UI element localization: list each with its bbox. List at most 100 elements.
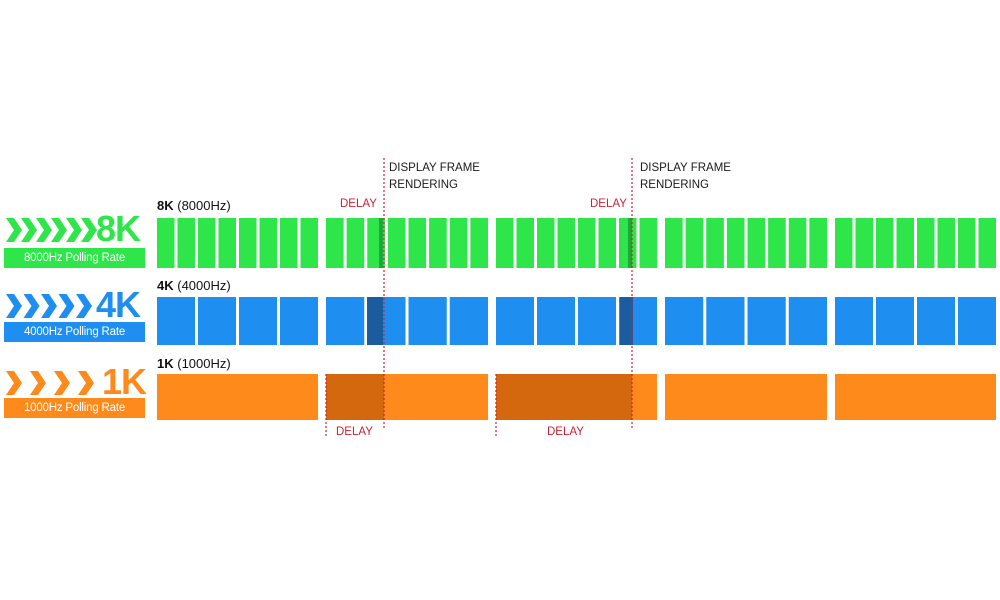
row-label-4k: 4K (4000Hz) [157, 278, 231, 293]
polling-cell-4k [157, 297, 195, 345]
row-label-4k-rest: (4000Hz) [173, 278, 231, 293]
polling-cell-8k [619, 218, 637, 268]
polling-cell-8k [639, 218, 657, 268]
polling-cell-8k [855, 218, 873, 268]
polling-cell-4k-delay [620, 297, 633, 345]
delay-label-1k-2: DELAY [547, 426, 584, 438]
frame-rendering-1-line2: RENDERING [389, 179, 459, 191]
badge-1k-caption: 1000Hz Polling Rate [4, 398, 145, 418]
polling-cell-8k [665, 218, 683, 268]
badge-4k-caption: 4000Hz Polling Rate [4, 322, 145, 342]
row-label-4k-bold: 4K [157, 278, 174, 293]
chevron-icon [54, 371, 70, 395]
chevron-arrows-icon [6, 371, 94, 395]
polling-cell-8k [876, 218, 894, 268]
polling-cell-8k [177, 218, 195, 268]
badge-1k-title: 1K [102, 361, 147, 402]
polling-cell-8k [198, 218, 216, 268]
badge-8k-title: 8K [96, 208, 141, 249]
polling-cell-8k [747, 218, 766, 268]
polling-cell-4k [537, 297, 575, 345]
polling-cell-1k [835, 374, 996, 420]
polling-cell-8k-delay [628, 218, 632, 268]
chevron-icon [6, 294, 22, 318]
polling-cell-4k [239, 297, 277, 345]
polling-cell-8k [239, 218, 257, 268]
polling-cell-1k-delay [496, 374, 632, 420]
polling-cell-4k [958, 297, 996, 345]
delay-label-1k-1: DELAY [336, 426, 373, 438]
chevron-icon [66, 218, 82, 242]
polling-cell-4k [706, 297, 745, 345]
chevron-arrows-icon [6, 218, 97, 242]
frame-rendering-1-line1: DISPLAY FRAME [389, 162, 480, 174]
polling-cell-8k [557, 218, 575, 268]
row-label-8k-bold: 8K [157, 198, 174, 213]
polling-cell-4k [326, 297, 365, 345]
frame-rendering-label-1: DISPLAY FRAME RENDERING [389, 160, 480, 194]
polling-cell-4k [835, 297, 873, 345]
polling-cell-4k [198, 297, 236, 345]
polling-cell-8k [280, 218, 298, 268]
chevron-icon [6, 371, 22, 395]
polling-cell-8k [788, 218, 807, 268]
polling-cell-1k-delay [326, 374, 384, 420]
delay-label-8k-1: DELAY [340, 198, 377, 210]
polling-cell-4k [408, 297, 447, 345]
chevron-icon [23, 294, 40, 318]
polling-cell-4k [449, 297, 488, 345]
chevron-icon [58, 294, 75, 318]
polling-cell-8k [496, 218, 514, 268]
frame-rendering-2-line2: RENDERING [640, 179, 710, 191]
polling-cell-8k [157, 218, 175, 268]
chevron-icon [76, 294, 92, 318]
polling-cell-8k [429, 218, 447, 268]
frame-rendering-2-line1: DISPLAY FRAME [640, 162, 731, 174]
row-label-8k: 8K (8000Hz) [157, 198, 231, 213]
polling-cell-4k-delay [367, 297, 383, 345]
polling-cell-8k [768, 218, 786, 268]
polling-cell-8k [300, 218, 318, 268]
chevron-icon [41, 294, 57, 318]
row-label-1k-rest: (1000Hz) [173, 356, 231, 371]
polling-cell-8k [578, 218, 596, 268]
polling-cell-8k [326, 218, 344, 268]
polling-cell-8k [516, 218, 534, 268]
row-label-1k-bold: 1K [157, 356, 174, 371]
badge-4k-title: 4K [96, 284, 141, 325]
polling-cell-4k [280, 297, 318, 345]
polling-cell-4k [747, 297, 786, 345]
polling-cell-8k [706, 218, 724, 268]
chevron-arrows-icon [6, 294, 92, 318]
row-label-1k: 1K (1000Hz) [157, 356, 231, 371]
polling-cell-1k [665, 374, 827, 420]
chevron-icon [81, 218, 97, 242]
polling-cell-8k [917, 218, 935, 268]
chevron-icon [36, 218, 52, 242]
row-label-8k-rest: (8000Hz) [173, 198, 231, 213]
polling-cell-8k [387, 218, 406, 268]
chevron-icon [6, 218, 22, 242]
chevron-icon [21, 218, 37, 242]
polling-cell-4k [876, 297, 914, 345]
polling-cell-8k [537, 218, 555, 268]
polling-cell-8k [259, 218, 277, 268]
delay-label-8k-2: DELAY [590, 198, 627, 210]
chevron-icon [30, 371, 46, 395]
polling-cell-8k [937, 218, 955, 268]
polling-cell-4k [917, 297, 955, 345]
badge-8k-caption: 8000Hz Polling Rate [4, 248, 145, 268]
polling-cell-8k [598, 218, 616, 268]
polling-cell-8k [449, 218, 468, 268]
polling-cell-8k-delay [379, 218, 383, 268]
polling-cell-4k [496, 297, 534, 345]
polling-cell-8k [958, 218, 976, 268]
polling-cell-8k [685, 218, 704, 268]
polling-cell-8k [470, 218, 488, 268]
polling-cell-8k [809, 218, 827, 268]
polling-cell-8k [346, 218, 365, 268]
polling-cell-4k [665, 297, 704, 345]
polling-cell-8k [726, 218, 745, 268]
